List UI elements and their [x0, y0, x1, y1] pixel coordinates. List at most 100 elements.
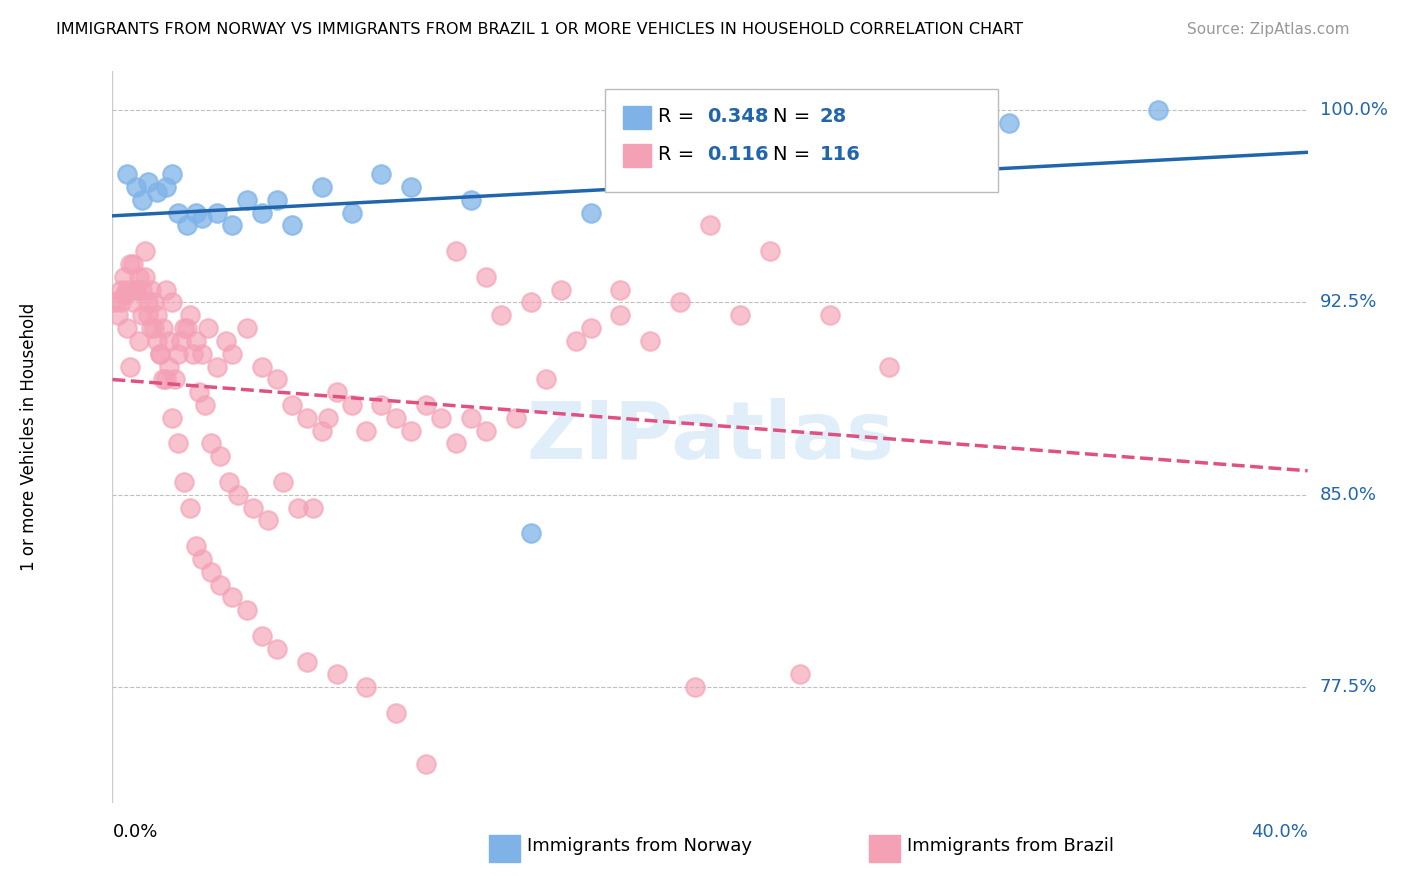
Point: [401, 179, 423, 194]
Point: [200, 436, 222, 450]
Point: [609, 283, 631, 297]
Point: [186, 539, 208, 553]
Text: 1 or more Vehicles in Household: 1 or more Vehicles in Household: [20, 303, 38, 571]
Point: [609, 308, 631, 322]
Point: [120, 359, 142, 374]
Point: [325, 385, 347, 400]
Point: [205, 205, 228, 219]
Point: [683, 681, 706, 695]
Point: [146, 308, 169, 322]
Point: [107, 308, 129, 322]
Point: [209, 577, 232, 591]
Point: [789, 667, 811, 681]
Point: [370, 398, 392, 412]
Point: [173, 475, 195, 489]
Point: [998, 116, 1021, 130]
Point: [176, 219, 198, 233]
Point: [356, 681, 378, 695]
Point: [162, 295, 183, 310]
Point: [128, 269, 150, 284]
Point: [197, 321, 219, 335]
Point: [242, 500, 264, 515]
Text: N =: N =: [773, 107, 817, 127]
Point: [444, 436, 467, 450]
Point: [281, 219, 304, 233]
Text: 28: 28: [820, 107, 846, 127]
Point: [415, 757, 437, 772]
Point: [475, 424, 498, 438]
Point: [475, 269, 498, 284]
Point: [143, 295, 166, 310]
Point: [728, 308, 751, 322]
Point: [170, 334, 193, 348]
Point: [430, 410, 453, 425]
Point: [143, 321, 166, 335]
Point: [200, 565, 222, 579]
Text: R =: R =: [658, 145, 700, 164]
Text: 77.5%: 77.5%: [1320, 678, 1376, 697]
Point: [152, 372, 174, 386]
Point: [110, 283, 132, 297]
Point: [295, 410, 318, 425]
Point: [534, 372, 557, 386]
Point: [117, 167, 139, 181]
Text: 116: 116: [820, 145, 860, 164]
Point: [266, 641, 288, 656]
Point: [236, 603, 259, 617]
Point: [181, 346, 204, 360]
Point: [520, 295, 543, 310]
Point: [221, 591, 243, 605]
Point: [340, 398, 363, 412]
Point: [281, 398, 304, 412]
Point: [179, 308, 201, 322]
Point: [460, 193, 482, 207]
Point: [173, 321, 195, 335]
Text: N =: N =: [773, 145, 817, 164]
Point: [271, 475, 294, 489]
Point: [370, 167, 392, 181]
Point: [236, 193, 259, 207]
Point: [110, 295, 132, 310]
Point: [699, 167, 721, 181]
Point: [131, 283, 153, 297]
Point: [215, 334, 238, 348]
Point: [138, 308, 160, 322]
Point: [114, 287, 135, 301]
Point: [191, 552, 214, 566]
Point: [460, 410, 482, 425]
Point: [699, 219, 721, 233]
Point: [167, 205, 190, 219]
Point: [125, 283, 148, 297]
Point: [818, 308, 841, 322]
Point: [138, 295, 160, 310]
Point: [340, 205, 363, 219]
Point: [165, 372, 187, 386]
Point: [162, 410, 183, 425]
Point: [157, 359, 180, 374]
Point: [250, 629, 273, 643]
Point: [188, 385, 211, 400]
Point: [131, 193, 153, 207]
Point: [162, 167, 183, 181]
Point: [221, 346, 243, 360]
Point: [155, 179, 177, 194]
Point: [191, 346, 214, 360]
Text: Source: ZipAtlas.com: Source: ZipAtlas.com: [1187, 22, 1350, 37]
Point: [176, 321, 198, 335]
Point: [879, 359, 901, 374]
Point: [186, 334, 208, 348]
Point: [520, 526, 543, 541]
Point: [131, 308, 153, 322]
Point: [138, 175, 160, 189]
Point: [316, 410, 339, 425]
Text: 0.116: 0.116: [707, 145, 769, 164]
Text: 100.0%: 100.0%: [1320, 101, 1388, 119]
Point: [125, 179, 148, 194]
Point: [218, 475, 240, 489]
Point: [325, 667, 347, 681]
Point: [141, 283, 163, 297]
Point: [167, 436, 190, 450]
Point: [122, 295, 145, 310]
Point: [155, 283, 177, 297]
Point: [301, 500, 323, 515]
